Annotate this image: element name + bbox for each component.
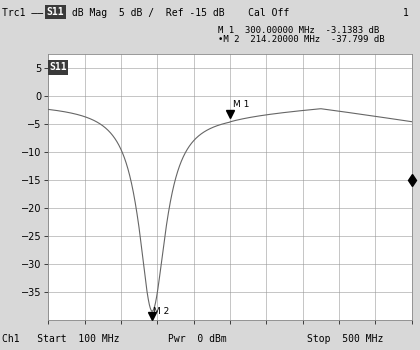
- Text: dB Mag  5 dB /  Ref -15 dB    Cal Off: dB Mag 5 dB / Ref -15 dB Cal Off: [66, 8, 290, 18]
- Text: M 2: M 2: [153, 307, 170, 315]
- Text: S11: S11: [47, 7, 64, 17]
- Text: S11: S11: [50, 62, 67, 72]
- Text: 1: 1: [402, 8, 408, 18]
- Text: M 1  300.00000 MHz  -3.1383 dB: M 1 300.00000 MHz -3.1383 dB: [218, 26, 380, 35]
- Text: Stop  500 MHz: Stop 500 MHz: [307, 335, 383, 344]
- Text: Trc1 ——: Trc1 ——: [2, 8, 43, 18]
- Text: Ch1   Start  100 MHz: Ch1 Start 100 MHz: [2, 335, 120, 344]
- Text: Pwr  0 dBm: Pwr 0 dBm: [168, 335, 227, 344]
- Text: •M 2  214.20000 MHz  -37.799 dB: •M 2 214.20000 MHz -37.799 dB: [218, 35, 385, 44]
- Text: M 1: M 1: [233, 100, 249, 109]
